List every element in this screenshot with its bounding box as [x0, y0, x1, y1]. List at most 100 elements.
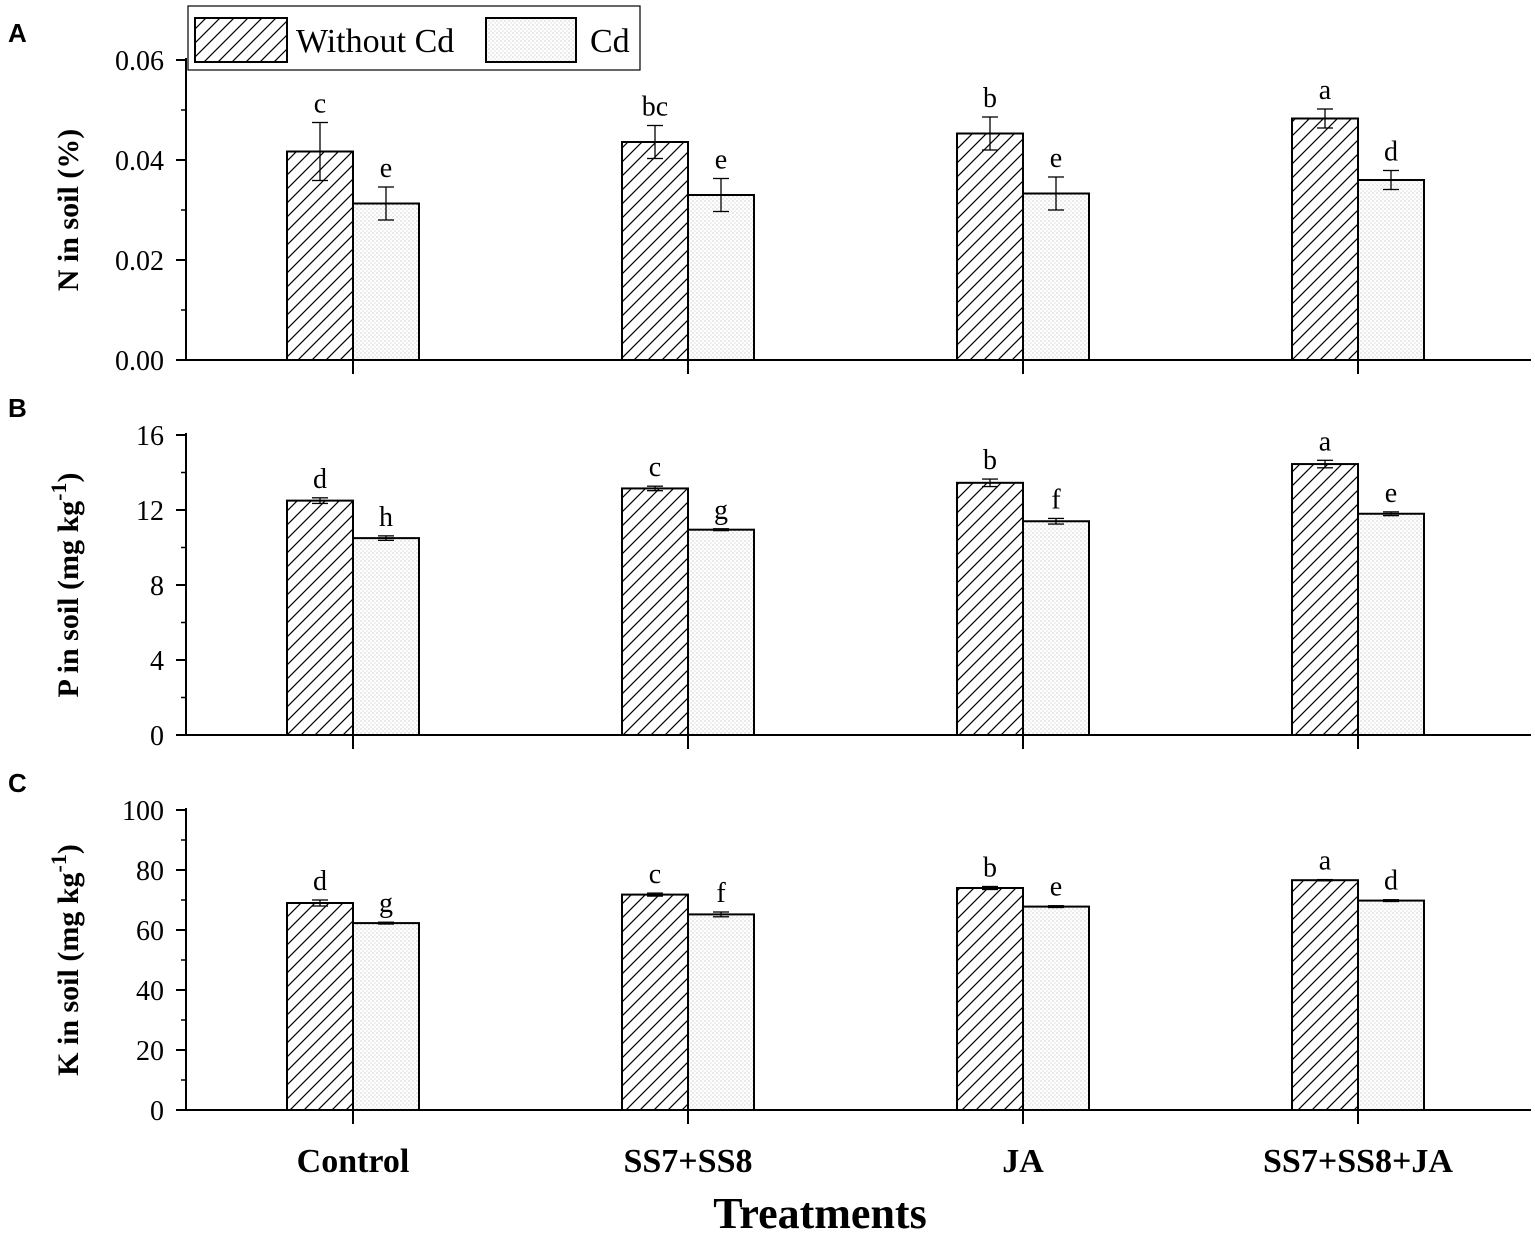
y-tick-label: 0.02	[115, 246, 164, 277]
category-label-ja: JA	[1002, 1143, 1044, 1180]
error-bar	[713, 528, 729, 532]
error-bar	[312, 899, 328, 907]
significance-letter: a	[1319, 846, 1332, 877]
error-bar	[647, 892, 663, 897]
bar-without-cd	[1291, 463, 1359, 736]
error-bar	[1317, 108, 1333, 129]
legend: Without Cd Cd	[187, 5, 641, 71]
bar-without-cd	[286, 902, 354, 1111]
y-tick-label: 0.00	[115, 346, 164, 377]
error-bar	[647, 485, 663, 492]
error-bar	[713, 177, 729, 213]
bar-cd	[1357, 179, 1425, 361]
significance-letter: e	[1050, 872, 1062, 903]
error-bar	[378, 921, 394, 925]
error-bar	[1048, 517, 1064, 525]
panel-a: Ac bc b a e e e d 0.00 0.02 0.04 0.06 N in soil (%)	[8, 18, 1531, 377]
significance-letter: d	[1384, 866, 1398, 897]
bar-cd	[1022, 905, 1090, 1111]
error-bar	[1317, 878, 1333, 882]
y-tick-label: 0.04	[115, 146, 164, 177]
significance-letter: d	[1384, 137, 1398, 168]
y-axis-label: K in soil (mg kg-1)	[46, 844, 85, 1076]
significance-letter: d	[313, 464, 327, 495]
error-bar	[1383, 899, 1399, 903]
bar-cd	[687, 528, 755, 736]
significance-letter: a	[1319, 75, 1332, 106]
y-tick-label: 100	[122, 796, 164, 827]
panel-b: Bd c b a h g f e 0 4 8 12 16 P in soil (mg kg-1)	[8, 393, 1531, 752]
error-bar	[982, 885, 998, 891]
bar-cd	[1022, 192, 1090, 361]
error-bar	[1383, 511, 1399, 517]
error-bar	[312, 497, 328, 505]
significance-letter: b	[983, 853, 997, 884]
y-tick-label: 4	[150, 646, 164, 677]
significance-letter: f	[1051, 484, 1061, 515]
legend-swatch-cd	[485, 17, 577, 63]
panel-label: A	[8, 18, 27, 48]
significance-letter: d	[313, 866, 327, 897]
legend-label-without-cd: Without Cd	[296, 23, 454, 60]
y-tick-label: 40	[136, 976, 164, 1007]
significance-letter: g	[379, 888, 393, 919]
bar-without-cd	[286, 499, 354, 736]
bar-cd	[1357, 512, 1425, 736]
category-label-ss7-ss8-ja: SS7+SS8+JA	[1263, 1143, 1453, 1180]
error-bar	[378, 186, 394, 221]
y-axis-label: P in soil (mg kg-1)	[46, 472, 85, 697]
legend-swatch-without-cd	[194, 17, 288, 63]
bar-without-cd	[621, 141, 689, 361]
significance-letter: c	[314, 89, 326, 120]
significance-letter: a	[1319, 426, 1332, 457]
bar-without-cd	[956, 132, 1024, 361]
significance-letter: c	[649, 859, 661, 890]
y-tick-label: 0	[150, 721, 164, 752]
bar-without-cd	[956, 887, 1024, 1111]
y-tick-label: 0.06	[115, 46, 164, 77]
significance-letter: g	[714, 495, 728, 526]
y-tick-label: 16	[136, 421, 164, 452]
error-bar	[713, 911, 729, 918]
bar-cd	[1022, 520, 1090, 736]
error-bar	[378, 535, 394, 542]
y-tick-label: 60	[136, 916, 164, 947]
bar-cd	[352, 537, 420, 736]
bar-without-cd	[1291, 879, 1359, 1112]
category-label-ss7-ss8: SS7+SS8	[623, 1143, 752, 1180]
significance-letter: e	[1050, 143, 1062, 174]
error-bar	[982, 478, 998, 488]
bar-cd	[687, 913, 755, 1112]
error-bar	[1317, 459, 1333, 469]
bar-without-cd	[621, 487, 689, 736]
significance-letter: b	[983, 445, 997, 476]
error-bar	[312, 121, 328, 182]
x-axis-label: Treatments	[713, 1189, 926, 1237]
bar-without-cd	[956, 481, 1024, 736]
panel-c: Cd c b a g f e d 0 20 40 60 80 100 K in soil (mg kg-1)	[8, 768, 1531, 1127]
error-bar	[1048, 905, 1064, 909]
bar-cd	[352, 922, 420, 1111]
y-tick-label: 12	[136, 496, 164, 527]
significance-letter: b	[983, 83, 997, 114]
error-bar	[1048, 176, 1064, 211]
category-labels: Control SS7+SS8 JA SS7+SS8+JA	[297, 1143, 1454, 1180]
y-tick-label: 20	[136, 1036, 164, 1067]
bar-cd	[352, 202, 420, 361]
significance-letter: f	[716, 878, 726, 909]
y-tick-label: 80	[136, 856, 164, 887]
y-axis-label: N in soil (%)	[52, 129, 85, 292]
error-bar	[1383, 169, 1399, 191]
error-bar	[982, 116, 998, 151]
y-tick-label: 8	[150, 571, 164, 602]
significance-letter: h	[379, 502, 393, 533]
bar-cd	[687, 194, 755, 361]
panels: Ac bc b ae e e d0.000.020.040.06N in soil (%)B…	[8, 18, 1531, 1127]
category-label-control: Control	[297, 1143, 410, 1180]
panel-label: C	[8, 768, 27, 798]
legend-label-cd: Cd	[590, 23, 630, 60]
significance-letter: c	[649, 452, 661, 483]
significance-letter: e	[715, 145, 727, 176]
bar-without-cd	[286, 150, 354, 361]
